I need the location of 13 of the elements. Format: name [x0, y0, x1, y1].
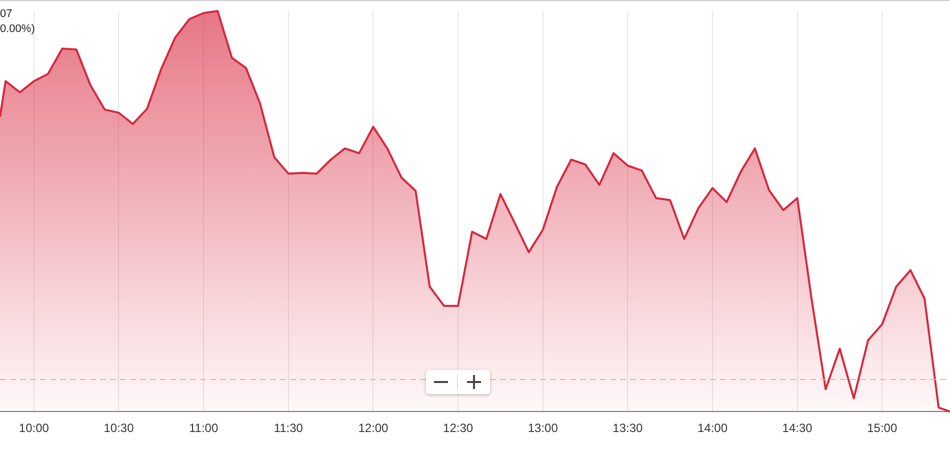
x-tick-label: 12:00 [358, 421, 389, 436]
x-tick-label: 15:00 [867, 421, 898, 436]
x-tick-label: 13:00 [528, 421, 558, 436]
x-tick-label: 14:00 [697, 421, 728, 436]
x-tick-label: 10:30 [104, 421, 134, 436]
x-tick-label: 12:30 [443, 421, 474, 436]
x-tick-label: 11:30 [274, 421, 304, 436]
annotation: 07 [0, 7, 14, 22]
x-tick-label: 10:00 [18, 421, 50, 436]
x-tick-label: 14:30 [782, 421, 813, 436]
x-tick-label: 11:00 [189, 421, 218, 436]
annotation: 0.00%) [0, 22, 35, 37]
x-tick-label: 13:30 [612, 421, 644, 436]
